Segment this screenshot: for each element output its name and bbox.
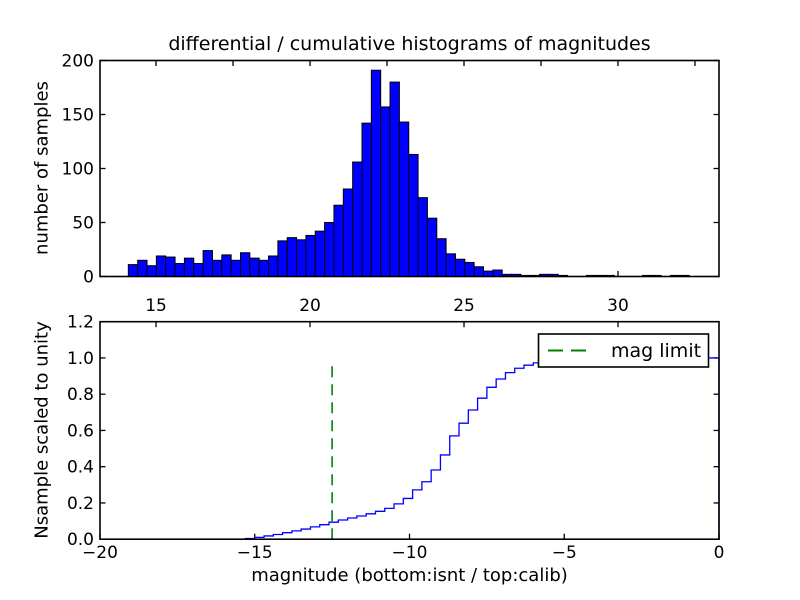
bar — [398, 121, 410, 277]
bottom-plot-xtick-label: −10 — [392, 543, 428, 563]
top-plot-ytick-label: 150 — [62, 106, 94, 126]
bottom-plot-xtick-label: −15 — [237, 543, 273, 563]
bar — [324, 222, 335, 277]
bar — [146, 265, 157, 278]
chart-title: differential / cumulative histograms of … — [168, 33, 651, 55]
bottom-plot-xtick-label: −20 — [82, 543, 118, 563]
bar — [445, 253, 456, 278]
bar — [239, 252, 251, 278]
bar — [277, 240, 288, 277]
xlabel: magnitude (bottom:isnt / top:calib) — [251, 565, 568, 586]
bar — [389, 81, 400, 277]
top-plot-ytick-label: 50 — [72, 214, 94, 234]
bar — [137, 259, 148, 277]
bar — [342, 188, 354, 278]
bar — [211, 259, 223, 277]
bar — [464, 261, 475, 277]
bar — [127, 264, 139, 277]
top-plot-frame — [99, 59, 720, 278]
bar — [454, 258, 466, 278]
bar — [221, 254, 232, 277]
bottom-plot-xtick-label: 0 — [714, 543, 725, 563]
bar — [165, 256, 176, 277]
bar — [426, 217, 438, 277]
bottom-plot-frame — [99, 320, 720, 541]
bar — [333, 204, 344, 277]
bottom-plot-ytick-label: 0.8 — [67, 385, 94, 405]
bottom-plot-xtick-label: −5 — [552, 543, 577, 563]
bar — [193, 263, 204, 278]
bar — [155, 255, 167, 277]
top-plot-xtick-label: 30 — [607, 296, 629, 316]
bottom-plot-ytick-label: 0.4 — [67, 458, 94, 478]
bar — [417, 197, 428, 277]
top-plot-ytick-label: 0 — [83, 268, 94, 288]
bottom-plot-ylabel: Nsample scaled to unity — [31, 321, 53, 539]
bar — [174, 263, 185, 278]
histogram-bars — [127, 69, 690, 278]
bar — [408, 153, 419, 278]
cumulative-step-curve — [100, 357, 720, 540]
bar — [380, 106, 391, 277]
bar — [258, 259, 270, 277]
bar — [305, 234, 316, 278]
bar — [361, 122, 372, 277]
top-plot-ytick-label: 200 — [62, 52, 94, 72]
bottom-plot-ytick-label: 1.0 — [67, 349, 94, 369]
bar — [296, 239, 307, 277]
bar — [483, 270, 494, 278]
legend-frame — [537, 333, 710, 368]
top-plot: 15 20 25 30 0 50 100 150 200 — [62, 52, 719, 316]
bar — [268, 255, 279, 277]
bottom-plot-ytick-label: 1.2 — [67, 313, 94, 333]
bar — [314, 230, 326, 277]
top-plot-ytick-label: 100 — [62, 160, 94, 180]
bottom-plot-ytick-label: 0.0 — [67, 530, 94, 550]
bar — [286, 237, 298, 277]
bottom-plot-ytick-label: 0.2 — [67, 494, 94, 514]
bar — [436, 238, 447, 277]
top-plot-ylabel: number of samples — [31, 81, 53, 255]
bottom-plot-ytick-label: 0.6 — [67, 421, 94, 441]
bar — [202, 250, 213, 278]
bar — [473, 266, 485, 277]
legend-box — [537, 333, 710, 368]
bar — [230, 259, 241, 277]
bar — [370, 69, 382, 277]
bar — [249, 257, 260, 278]
bar — [492, 269, 503, 277]
bar — [183, 257, 195, 278]
legend-label: mag limit — [611, 340, 702, 362]
top-plot-xtick-label: 25 — [453, 296, 475, 316]
top-plot-xtick-label: 20 — [299, 296, 321, 316]
bar — [352, 161, 363, 278]
top-plot-xtick-label: 15 — [145, 296, 167, 316]
